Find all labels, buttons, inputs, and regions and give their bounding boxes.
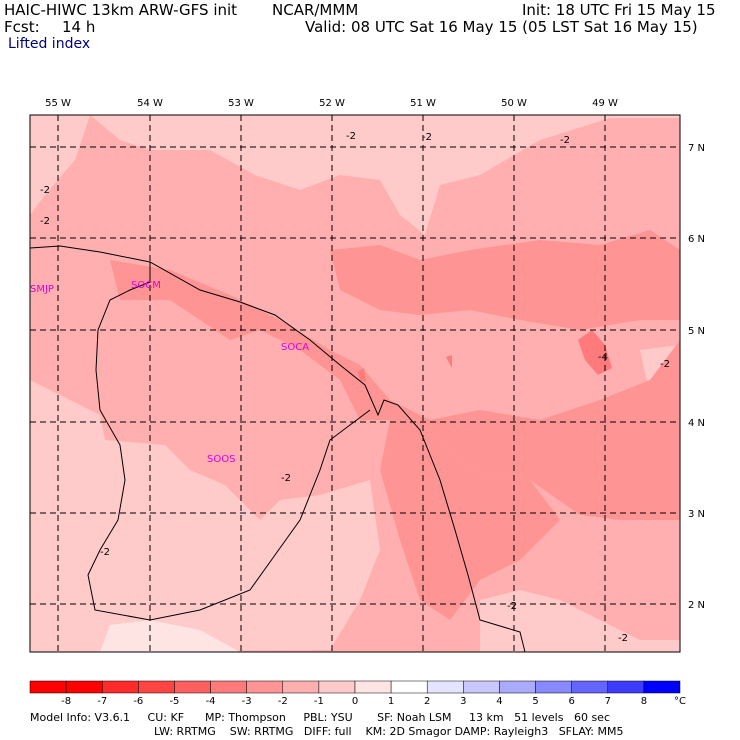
lat-label: 3 N xyxy=(688,509,705,520)
scale-tick-label: 5 xyxy=(532,696,538,707)
lon-axis-labels: 55 W 54 W 53 W 52 W 51 W 50 W 49 W xyxy=(45,98,618,109)
lat-label: 4 N xyxy=(688,418,705,429)
contour-label: -2 xyxy=(660,359,670,370)
valid-time: Valid: 08 UTC Sat 16 May 15 (05 LST Sat … xyxy=(305,18,698,36)
scale-tick-label: -1 xyxy=(314,696,324,707)
station-label: SMJP xyxy=(30,284,54,295)
lon-label: 49 W xyxy=(592,98,618,109)
lat-axis-labels: 7 N 6 N 5 N 4 N 3 N 2 N xyxy=(688,143,705,611)
station-label: SOCA xyxy=(281,342,309,353)
scale-box xyxy=(29,680,67,694)
scale-tick-label: 4 xyxy=(496,696,502,707)
scale-box xyxy=(571,680,609,694)
forecast-hours: 14 h xyxy=(62,18,96,36)
lon-label: 52 W xyxy=(319,98,345,109)
scale-box xyxy=(607,680,645,694)
scale-box xyxy=(390,680,428,694)
scale-box xyxy=(246,680,284,694)
lon-label: 51 W xyxy=(410,98,436,109)
scale-tick-label: 7 xyxy=(605,696,611,707)
lat-label: 2 N xyxy=(688,600,705,611)
scale-tick-label: -6 xyxy=(133,696,143,707)
scale-box xyxy=(174,680,211,694)
scale-tick-label: 1 xyxy=(388,696,394,707)
contour-label: -2 xyxy=(40,216,50,227)
scale-unit: °C xyxy=(674,696,686,707)
scale-box xyxy=(426,680,464,694)
lon-label: 53 W xyxy=(228,98,254,109)
shaded-field xyxy=(30,115,680,652)
org-label: NCAR/MMM xyxy=(272,1,359,19)
contour-label: -2 xyxy=(346,131,356,142)
field-name: Lifted index xyxy=(8,36,91,52)
model-info-line2: LW: RRTMG SW: RRTMG DIFF: full KM: 2D Sm… xyxy=(154,725,624,738)
station-label: SOOS xyxy=(207,454,235,465)
scale-tick-label: -2 xyxy=(278,696,288,707)
model-title: HAIC-HIWC 13km ARW-GFS init xyxy=(4,1,238,19)
contour-label: -2 xyxy=(560,135,570,146)
scale-tick-label: -3 xyxy=(242,696,252,707)
lon-label: 55 W xyxy=(45,98,71,109)
scale-tick-label: 2 xyxy=(424,696,430,707)
scale-box xyxy=(101,680,139,694)
scale-box xyxy=(210,680,247,694)
scale-tick-label: -5 xyxy=(169,696,179,707)
scale-box xyxy=(318,680,356,694)
model-info-line1: Model Info: V3.6.1 CU: KF MP: Thompson P… xyxy=(30,711,610,724)
lon-label: 54 W xyxy=(137,98,163,109)
contour-label: -2 xyxy=(40,185,50,196)
lon-label: 50 W xyxy=(501,98,527,109)
scale-box xyxy=(499,680,536,694)
scale-tick-label: 8 xyxy=(641,696,647,707)
lat-label: 6 N xyxy=(688,234,705,245)
scale-tick-label: 3 xyxy=(460,696,466,707)
scale-box xyxy=(138,680,175,694)
station-label: SOCM xyxy=(131,280,161,291)
scale-tick-label: 6 xyxy=(568,696,574,707)
contour-label: -2 xyxy=(422,132,432,143)
scale-box xyxy=(643,680,681,694)
lat-label: 5 N xyxy=(688,326,705,337)
scale-box xyxy=(65,680,103,694)
init-time: Init: 18 UTC Fri 15 May 15 xyxy=(522,1,716,19)
scale-tick-label: -8 xyxy=(61,696,71,707)
scale-box xyxy=(535,680,572,694)
contour-label: -2 xyxy=(281,473,291,484)
contour-label: -2 xyxy=(618,633,628,644)
coastline xyxy=(30,245,526,652)
contour-label: -4 xyxy=(598,352,608,363)
contour-label: -2 xyxy=(507,601,517,612)
scale-tick-label: 0 xyxy=(352,696,358,707)
forecast-label: Fcst: xyxy=(4,18,40,36)
scale-box xyxy=(463,680,500,694)
scale-box xyxy=(282,680,320,694)
scale-box xyxy=(354,680,392,694)
lat-label: 7 N xyxy=(688,143,705,154)
map-frame xyxy=(29,114,681,653)
contour-label: -2 xyxy=(100,547,110,558)
lat-lon-grid xyxy=(30,115,680,652)
scale-tick-label: -4 xyxy=(206,696,216,707)
scale-tick-label: -7 xyxy=(97,696,107,707)
